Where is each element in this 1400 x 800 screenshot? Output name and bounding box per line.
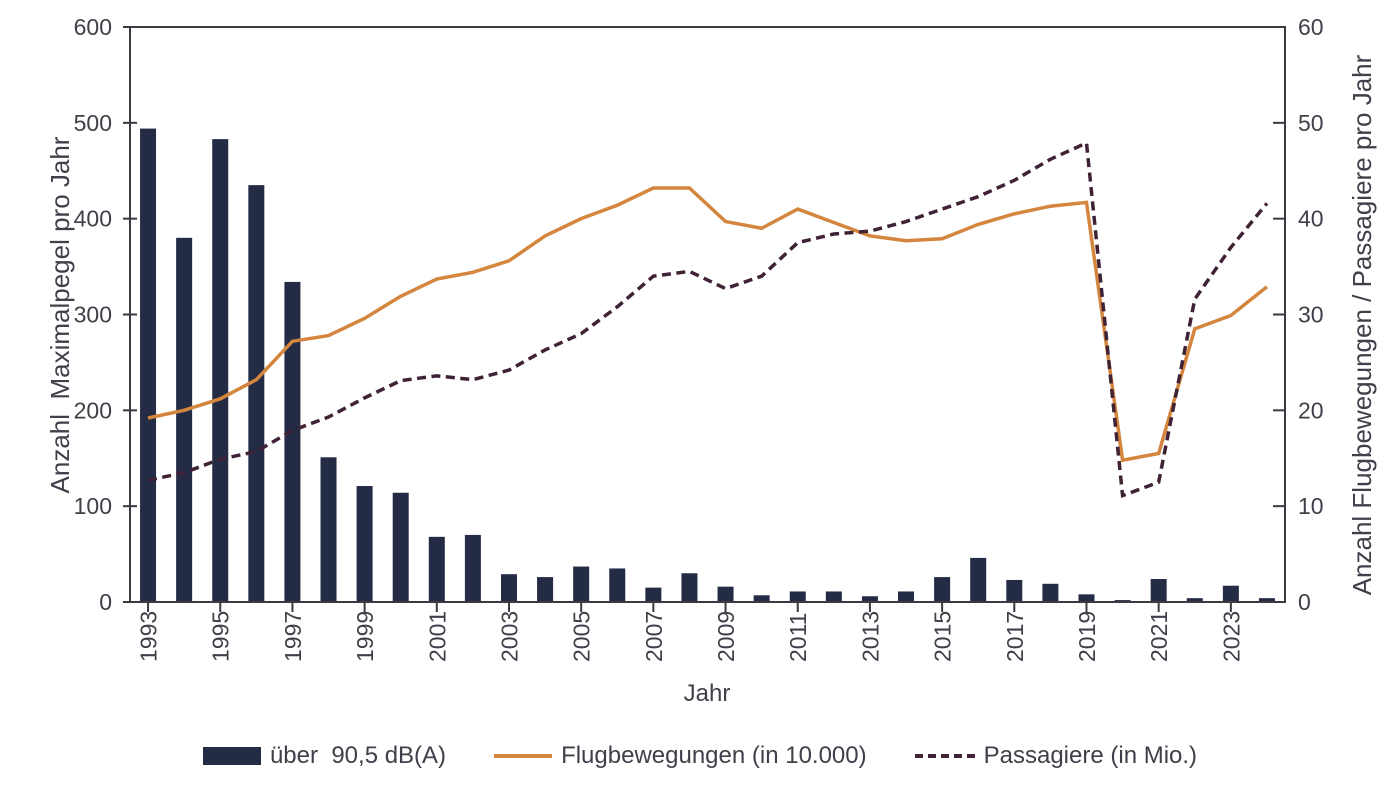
bar-2014 bbox=[898, 591, 915, 602]
bar-2017 bbox=[1006, 579, 1023, 602]
right-axis-tick-label-50: 50 bbox=[1298, 110, 1324, 136]
bar-2008 bbox=[681, 573, 698, 602]
bar-1998 bbox=[320, 457, 337, 602]
x-tick-label-1997: 1997 bbox=[280, 611, 306, 662]
x-tick-label-2003: 2003 bbox=[496, 611, 522, 662]
bar-1995 bbox=[212, 139, 229, 602]
bar-1996 bbox=[248, 185, 265, 602]
bar-2021 bbox=[1150, 579, 1167, 602]
legend-label-maximalpegel: über 90,5 dB(A) bbox=[269, 742, 447, 769]
bar-2015 bbox=[934, 577, 951, 602]
bar-2011 bbox=[789, 591, 806, 602]
x-tick-label-1999: 1999 bbox=[352, 611, 378, 662]
left-axis-tick-label-100: 100 bbox=[74, 493, 112, 519]
bar-2010 bbox=[753, 595, 770, 602]
right-axis-title: Anzahl Flugbewegungen / Passagiere pro J… bbox=[1347, 54, 1377, 596]
bar-2003 bbox=[500, 574, 517, 602]
x-axis-title: Jahr bbox=[683, 680, 731, 707]
x-tick-label-2007: 2007 bbox=[641, 611, 667, 662]
legend: über 90,5 dB(A) Flugbewegungen (in 10.00… bbox=[0, 742, 1400, 770]
bar-2005 bbox=[573, 566, 590, 602]
x-tick-label-2009: 2009 bbox=[713, 611, 739, 662]
right-axis-tick-label-30: 30 bbox=[1298, 302, 1324, 328]
right-axis-tick-label-0: 0 bbox=[1298, 589, 1311, 615]
bar-2006 bbox=[609, 568, 626, 602]
legend-label-flugbewegungen: Flugbewegungen (in 10.000) bbox=[561, 742, 867, 769]
bar-1994 bbox=[176, 237, 193, 603]
bar-2000 bbox=[392, 492, 409, 602]
bar-2019 bbox=[1078, 594, 1095, 602]
left-axis-tick-label-200: 200 bbox=[74, 397, 112, 423]
bar-1993 bbox=[140, 128, 157, 603]
bar-2004 bbox=[537, 577, 554, 602]
bar-2013 bbox=[861, 596, 878, 602]
plot-frame bbox=[129, 26, 1286, 603]
bar-2007 bbox=[645, 587, 662, 602]
x-tick-label-1995: 1995 bbox=[208, 611, 234, 662]
legend-item-passagiere: Passagiere (in Mio.) bbox=[914, 742, 1198, 770]
right-axis-tick-label-20: 20 bbox=[1298, 397, 1324, 423]
left-axis-tick-label-400: 400 bbox=[74, 206, 112, 232]
legend-item-maximalpegel: über 90,5 dB(A) bbox=[202, 742, 447, 770]
bar-1997 bbox=[284, 281, 301, 602]
x-tick-label-2023: 2023 bbox=[1218, 611, 1244, 662]
x-tick-label-2011: 2011 bbox=[785, 613, 811, 662]
flugbewegungen-line bbox=[147, 186, 1269, 463]
left-axis-tick-label-300: 300 bbox=[74, 302, 112, 328]
legend-item-flugbewegungen: Flugbewegungen (in 10.000) bbox=[494, 742, 867, 770]
legend-line-swatch bbox=[494, 754, 553, 758]
bar-2023 bbox=[1222, 585, 1239, 602]
x-tick-label-2019: 2019 bbox=[1074, 611, 1100, 662]
right-axis-tick-label-10: 10 bbox=[1298, 493, 1324, 519]
passagiere-line bbox=[147, 140, 1269, 499]
bar-2009 bbox=[717, 586, 734, 602]
right-axis-tick-label-60: 60 bbox=[1298, 14, 1324, 40]
x-tick-label-2005: 2005 bbox=[569, 611, 595, 662]
legend-label-passagiere: Passagiere (in Mio.) bbox=[983, 742, 1198, 769]
x-tick-label-2001: 2001 bbox=[424, 611, 450, 662]
bar-2001 bbox=[428, 536, 445, 602]
left-axis-title: Anzahl Maximalpegel pro Jahr bbox=[45, 136, 75, 494]
bar-2016 bbox=[970, 557, 987, 602]
x-tick-label-1993: 1993 bbox=[136, 611, 162, 662]
bar-2002 bbox=[464, 534, 481, 602]
left-axis-tick-label-500: 500 bbox=[74, 110, 112, 136]
x-tick-label-2017: 2017 bbox=[1002, 611, 1028, 662]
right-axis-tick-label-40: 40 bbox=[1298, 206, 1324, 232]
x-tick-label-2021: 2021 bbox=[1146, 611, 1172, 662]
bar-2022 bbox=[1186, 598, 1203, 602]
left-axis-tick-label-0: 0 bbox=[99, 589, 112, 615]
bar-2024 bbox=[1258, 598, 1275, 602]
legend-dash-swatch bbox=[914, 754, 975, 758]
bar-2012 bbox=[825, 591, 842, 602]
left-axis-tick-label-600: 600 bbox=[74, 14, 112, 40]
x-tick-label-2015: 2015 bbox=[930, 611, 956, 662]
bar-2018 bbox=[1042, 583, 1059, 602]
legend-bar-swatch bbox=[202, 747, 261, 765]
x-tick-label-2013: 2013 bbox=[857, 611, 883, 662]
bar-1999 bbox=[356, 486, 373, 602]
